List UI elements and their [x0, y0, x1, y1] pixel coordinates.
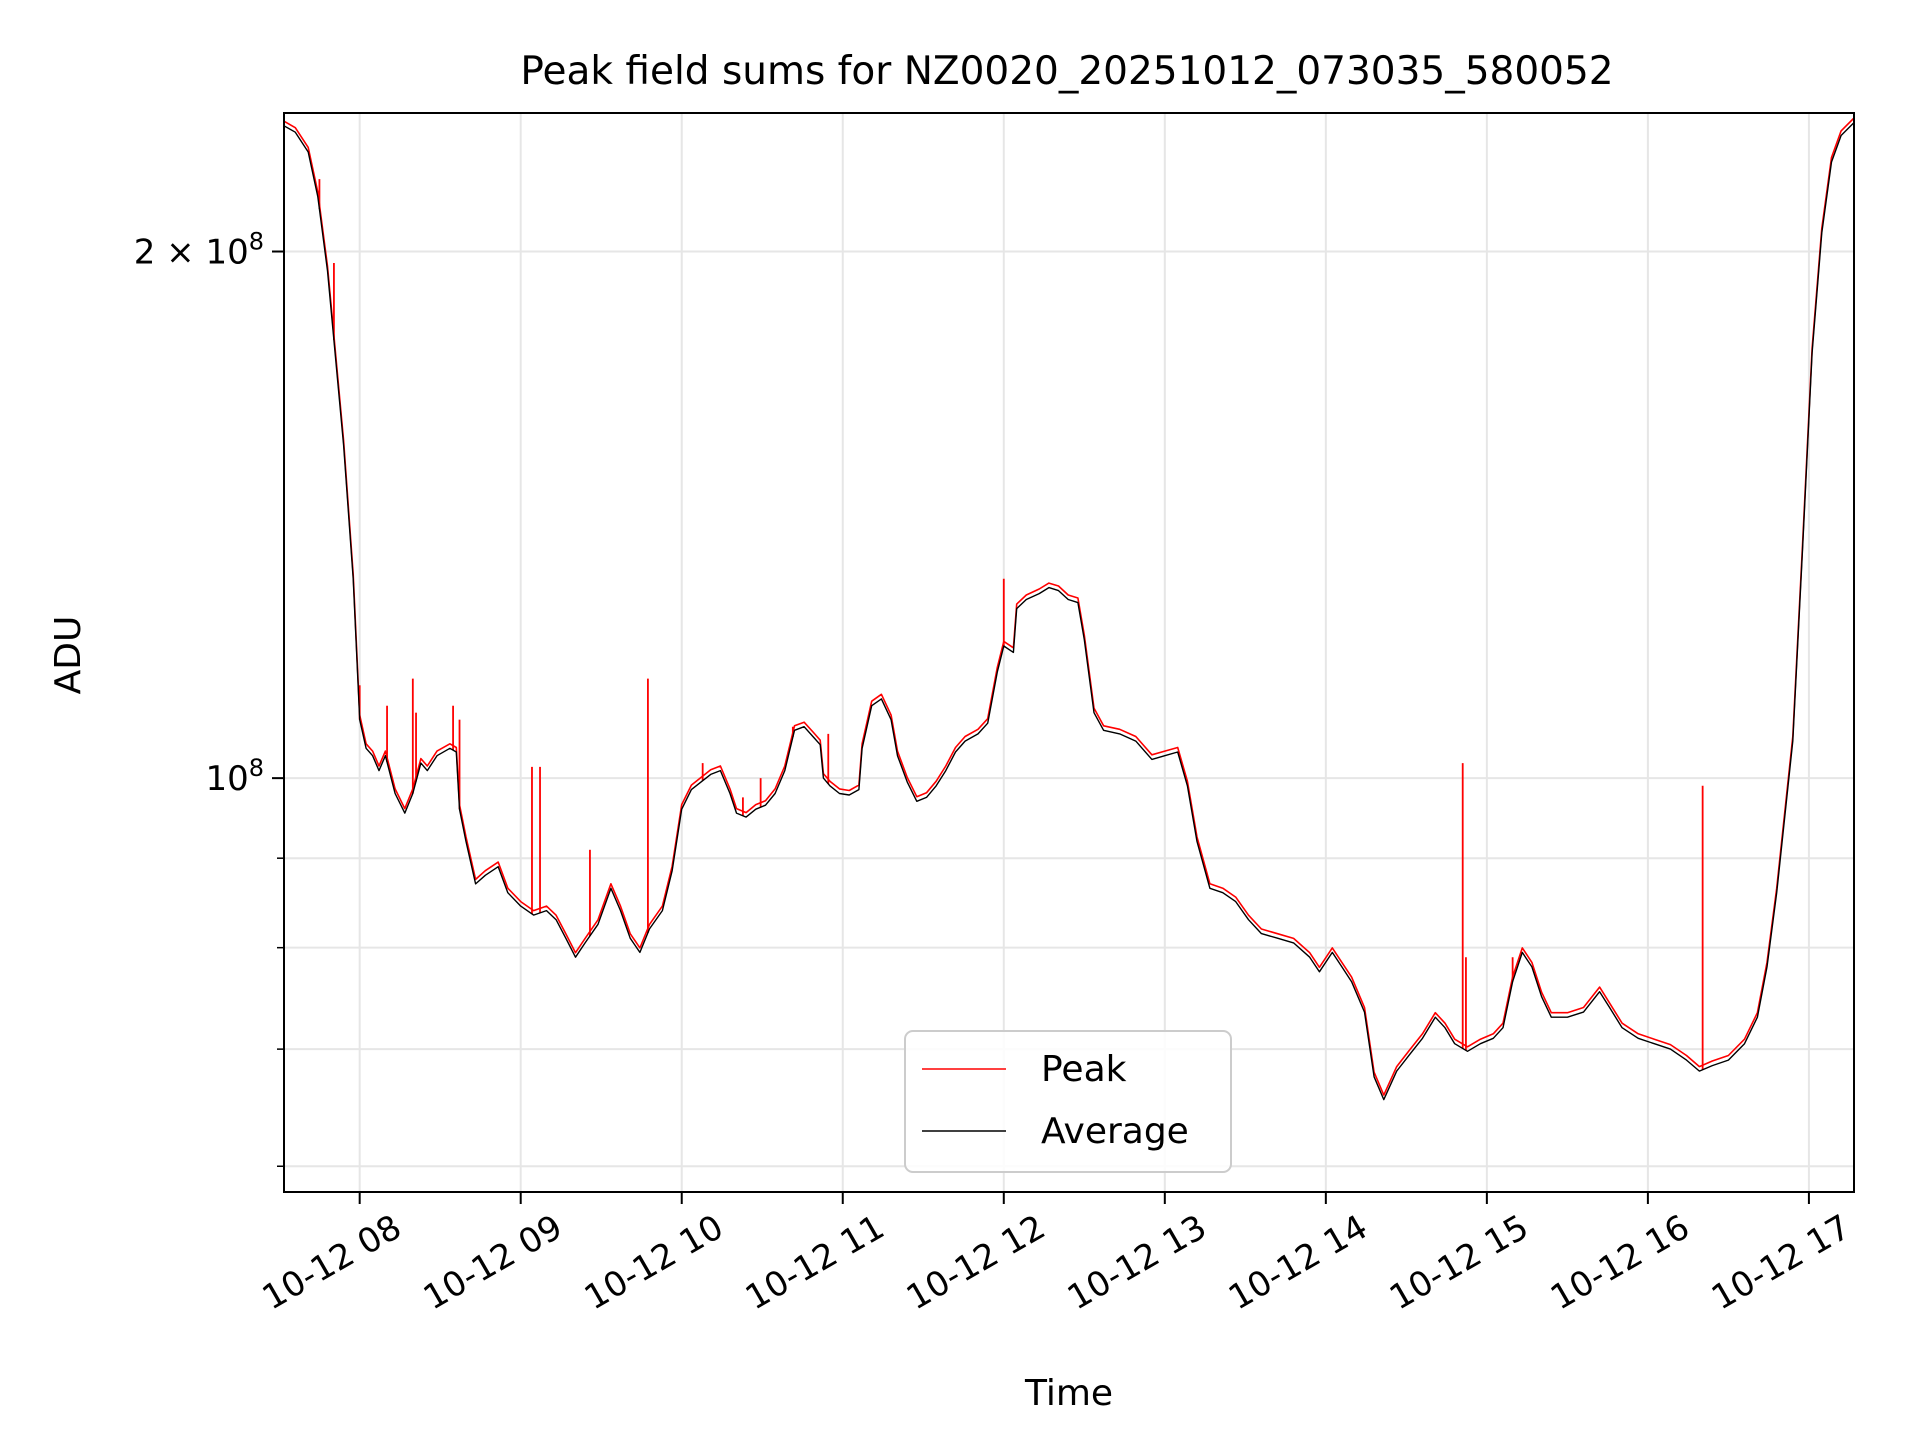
y-tick-label-exp: 8: [249, 754, 264, 782]
legend-box: [904, 1030, 1232, 1173]
y-tick-label-exp: 8: [249, 228, 264, 256]
y-tick-label-base: 10: [205, 759, 248, 799]
y-tick-label-base: 10: [205, 233, 248, 273]
average-series-layer: [283, 122, 1855, 1101]
x-axis-label: Time: [1024, 1373, 1113, 1414]
y-tick-label-times: ×: [166, 233, 205, 273]
legend-average-label: Average: [1041, 1111, 1189, 1152]
peak-series-layer: [283, 117, 1855, 1096]
y-tick-label-mantissa: 2: [134, 233, 166, 273]
y-tick-label: 108: [205, 754, 264, 799]
peak-series-line: [283, 117, 1855, 1096]
average-series-line: [283, 122, 1855, 1101]
chart-title: Peak field sums for NZ0020_20251012_0730…: [520, 49, 1613, 94]
y-axis-label: ADU: [48, 616, 89, 695]
y-tick-label: 2 × 108: [134, 228, 264, 273]
plot-frame: [283, 112, 1855, 1193]
legend: Peak Average: [904, 1030, 1232, 1173]
legend-peak-label: Peak: [1041, 1049, 1127, 1090]
